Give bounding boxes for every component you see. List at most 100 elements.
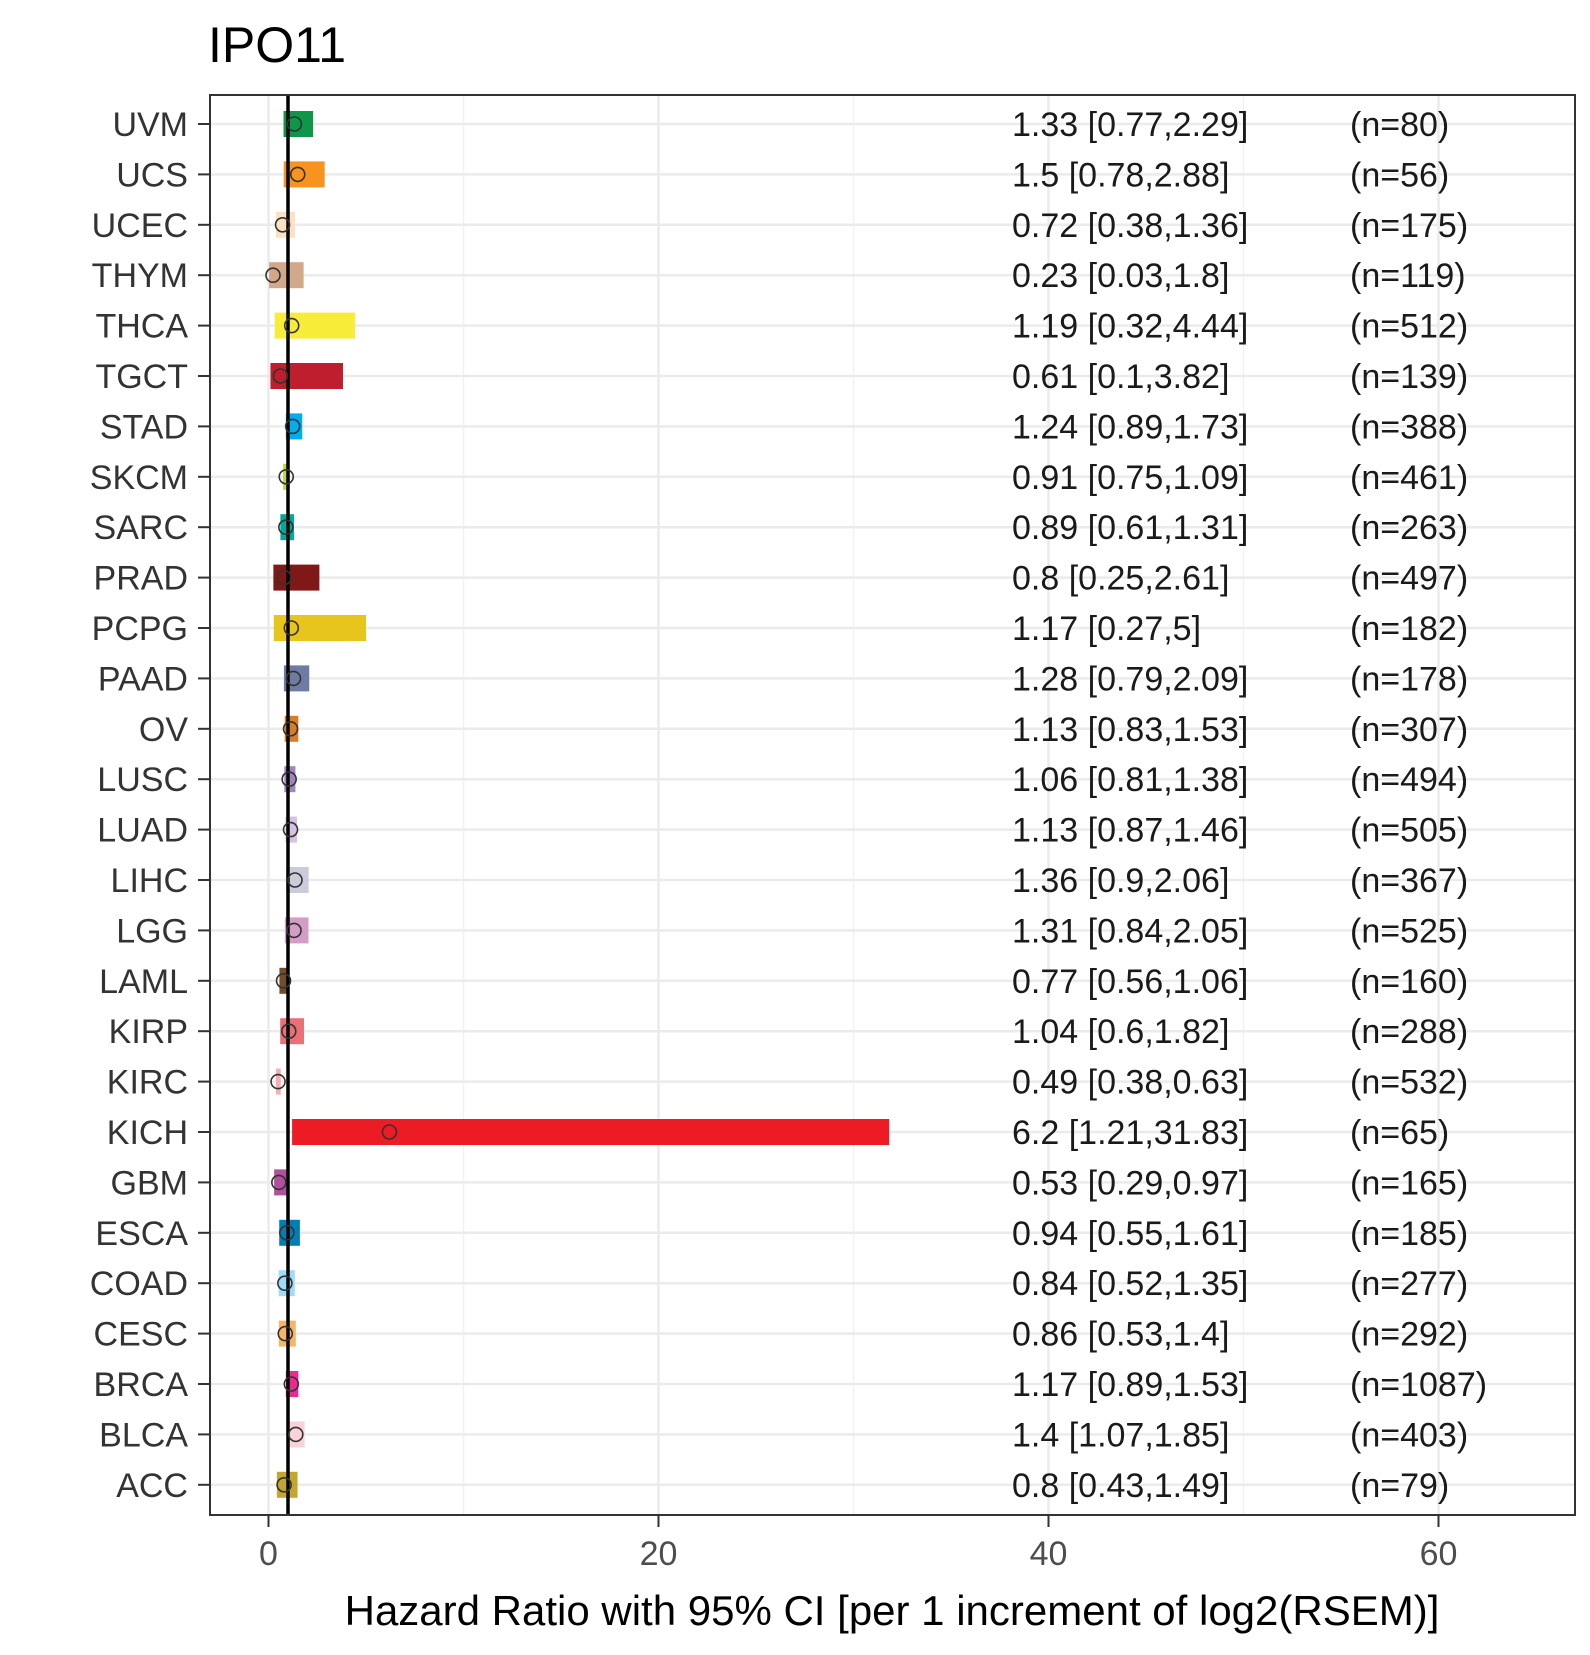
hr-point-ucec [274,217,291,233]
sample-size-label-luad: (n=505) [1350,812,1468,850]
y-tick-label-pcpg: PCPG [92,610,188,648]
y-tick-label-esca: ESCA [95,1215,188,1253]
ci-bar-kirp [280,1018,304,1045]
hr-ci-label-kirp: 1.04 [0.6,1.82] [1012,1013,1229,1051]
hr-ci-label-ucec: 0.72 [0.38,1.36] [1012,207,1248,245]
hr-ci-label-esca: 0.94 [0.55,1.61] [1012,1215,1248,1253]
y-tick-label-thym: THYM [92,257,188,295]
hr-point-thca [283,317,300,334]
x-axis-label: Hazard Ratio with 95% CI [per 1 incremen… [345,1587,1440,1634]
sample-size-label-blca: (n=403) [1350,1416,1468,1454]
y-tick-label-acc: ACC [116,1467,188,1505]
y-tick-label-stad: STAD [100,408,188,446]
y-tick-label-tgct: TGCT [95,358,188,396]
hr-point-prad [276,569,292,586]
hr-point-uvm [286,116,303,132]
ci-bar-luad [285,816,297,843]
hr-ci-label-lusc: 1.06 [0.81,1.38] [1012,761,1248,799]
sample-size-label-kich: (n=65) [1350,1114,1449,1152]
hr-point-cesc [277,1325,294,1342]
y-tick-label-kich: KICH [107,1114,188,1152]
hr-point-lusc [281,771,297,788]
hr-ci-label-acc: 0.8 [0.43,1.49] [1012,1467,1229,1505]
hr-point-pcpg [283,620,300,636]
hr-point-gbm [271,1174,287,1191]
hr-point-acc [276,1477,292,1493]
sample-size-label-ucec: (n=175) [1350,207,1468,245]
y-tick-label-gbm: GBM [111,1164,188,1202]
hr-point-coad [277,1275,293,1291]
hr-ci-label-lihc: 1.36 [0.9,2.06] [1012,862,1229,900]
hr-ci-label-luad: 1.13 [0.87,1.46] [1012,812,1248,850]
sample-size-label-coad: (n=277) [1350,1265,1468,1303]
hr-ci-label-ov: 1.13 [0.83,1.53] [1012,711,1248,749]
sample-size-label-lgg: (n=525) [1350,912,1468,950]
y-tick-label-coad: COAD [90,1265,188,1303]
sample-size-label-sarc: (n=263) [1350,509,1468,547]
y-tick-label-skcm: SKCM [90,459,188,497]
hr-point-paad [285,670,302,687]
y-tick-label-ucs: UCS [116,156,188,194]
sample-size-label-kirc: (n=532) [1350,1064,1468,1102]
chart-title: IPO11 [208,17,346,73]
sample-size-label-skcm: (n=461) [1350,459,1468,497]
hr-point-lgg [286,922,302,939]
sample-size-label-acc: (n=79) [1350,1467,1449,1505]
sample-size-label-prad: (n=497) [1350,560,1468,598]
hr-point-sarc [278,519,294,536]
sample-size-label-paad: (n=178) [1350,660,1468,698]
y-tick-label-cesc: CESC [94,1316,188,1354]
hr-point-kirp [280,1023,297,1039]
ci-bar-kirc [275,1068,281,1095]
sample-size-label-cesc: (n=292) [1350,1316,1468,1354]
hr-ci-label-prad: 0.8 [0.25,2.61] [1012,560,1229,598]
hr-point-laml [275,972,292,989]
hr-ci-label-gbm: 0.53 [0.29,0.97] [1012,1164,1248,1202]
hr-ci-label-kirc: 0.49 [0.38,0.63] [1012,1064,1248,1102]
hr-ci-label-brca: 1.17 [0.89,1.53] [1012,1366,1248,1404]
sample-size-label-thca: (n=512) [1350,308,1468,346]
hr-ci-label-pcpg: 1.17 [0.27,5] [1012,610,1201,648]
sample-size-label-gbm: (n=165) [1350,1164,1468,1202]
y-tick-label-ucec: UCEC [92,207,188,245]
hr-ci-label-thym: 0.23 [0.03,1.8] [1012,257,1229,295]
y-tick-label-kirp: KIRP [109,1013,188,1051]
hr-ci-label-sarc: 0.89 [0.61,1.31] [1012,509,1248,547]
hr-ci-label-blca: 1.4 [1.07,1.85] [1012,1416,1229,1454]
sample-size-label-laml: (n=160) [1350,963,1468,1001]
ci-bar-prad [273,564,320,591]
y-tick-label-kirc: KIRC [107,1064,188,1102]
x-tick-label: 20 [640,1535,678,1573]
y-tick-label-paad: PAAD [98,660,188,698]
plot-border [209,94,1576,1516]
sample-size-label-brca: (n=1087) [1350,1366,1487,1404]
hr-ci-label-uvm: 1.33 [0.77,2.29] [1012,106,1248,144]
hr-ci-label-lgg: 1.31 [0.84,2.05] [1012,912,1248,950]
hr-ci-label-cesc: 0.86 [0.53,1.4] [1012,1316,1229,1354]
sample-size-label-stad: (n=388) [1350,408,1468,446]
x-tick-label: 0 [259,1535,278,1573]
hr-ci-label-stad: 1.24 [0.89,1.73] [1012,408,1248,446]
sample-size-label-kirp: (n=288) [1350,1013,1468,1051]
sample-size-label-tgct: (n=139) [1350,358,1468,396]
y-tick-label-laml: LAML [99,963,188,1001]
ci-bar-laml [279,967,290,994]
hr-point-luad [282,821,299,838]
y-tick-label-ov: OV [139,711,188,749]
plot-background [210,95,1575,1515]
sample-size-label-lihc: (n=367) [1350,862,1468,900]
ci-bar-tgct [270,363,343,389]
hr-ci-label-tgct: 0.61 [0.1,3.82] [1012,358,1229,396]
sample-size-label-ucs: (n=56) [1350,156,1449,194]
hr-point-lihc [287,872,303,888]
hr-point-brca [283,1376,300,1392]
hr-point-thym [265,267,281,284]
y-tick-label-brca: BRCA [94,1366,189,1404]
hr-point-esca [279,1225,295,1241]
sample-size-label-thym: (n=119) [1350,257,1466,295]
hr-point-ucs [289,166,306,183]
sample-size-label-lusc: (n=494) [1350,761,1468,799]
x-tick-label: 60 [1420,1535,1458,1573]
y-tick-label-lihc: LIHC [111,862,188,900]
